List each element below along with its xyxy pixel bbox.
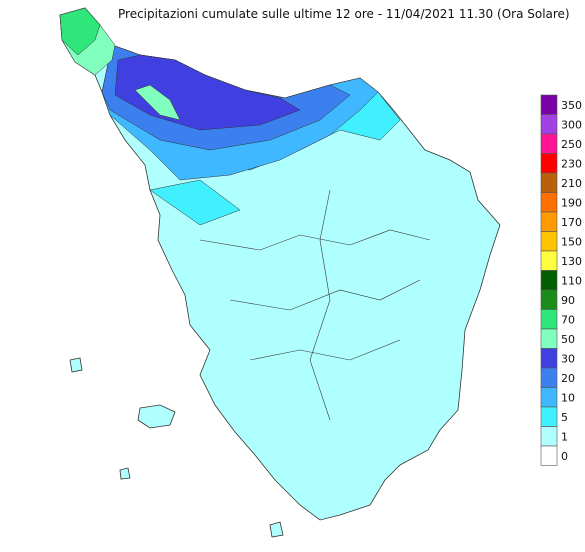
legend-swatch: [540, 250, 558, 271]
legend-swatch: [540, 153, 558, 174]
legend-swatch: [540, 192, 558, 213]
legend-swatch: [540, 387, 558, 408]
legend-label: 250: [561, 138, 582, 151]
legend-label: 30: [561, 352, 575, 365]
legend-label: 300: [561, 118, 582, 131]
legend-label: 170: [561, 216, 582, 229]
legend-swatch: [540, 172, 558, 193]
legend-label: 70: [561, 313, 575, 326]
legend-swatch: [540, 348, 558, 369]
island: [137, 404, 176, 429]
island: [269, 521, 284, 538]
rain-zone: [59, 7, 101, 56]
legend-label: 90: [561, 294, 575, 307]
legend-swatch: [540, 367, 558, 388]
legend-label: 20: [561, 372, 575, 385]
legend-swatch: [540, 309, 558, 330]
province-border: [199, 189, 431, 421]
legend-swatch: [540, 445, 558, 466]
legend-swatch: [540, 114, 558, 135]
legend-label: 1: [561, 430, 568, 443]
legend-swatch: [540, 406, 558, 427]
legend-swatch: [540, 270, 558, 291]
legend-label: 130: [561, 255, 582, 268]
legend-swatch: [540, 231, 558, 252]
legend-label: 110: [561, 274, 582, 287]
legend-swatch: [540, 133, 558, 154]
island: [69, 357, 83, 373]
legend-label: 210: [561, 177, 582, 190]
legend-swatch: [540, 211, 558, 232]
legend-swatch: [540, 289, 558, 310]
legend-label: 10: [561, 391, 575, 404]
legend-label: 230: [561, 157, 582, 170]
map-title: Precipitazioni cumulate sulle ultime 12 …: [118, 7, 570, 21]
legend-swatch: [540, 328, 558, 349]
legend-label: 5: [561, 411, 568, 424]
legend-label: 0: [561, 450, 568, 463]
island: [119, 467, 131, 480]
legend-swatch: [540, 94, 558, 115]
legend-label: 150: [561, 235, 582, 248]
legend-label: 190: [561, 196, 582, 209]
legend-swatch: [540, 426, 558, 447]
legend-label: 50: [561, 333, 575, 346]
legend-label: 350: [561, 99, 582, 112]
